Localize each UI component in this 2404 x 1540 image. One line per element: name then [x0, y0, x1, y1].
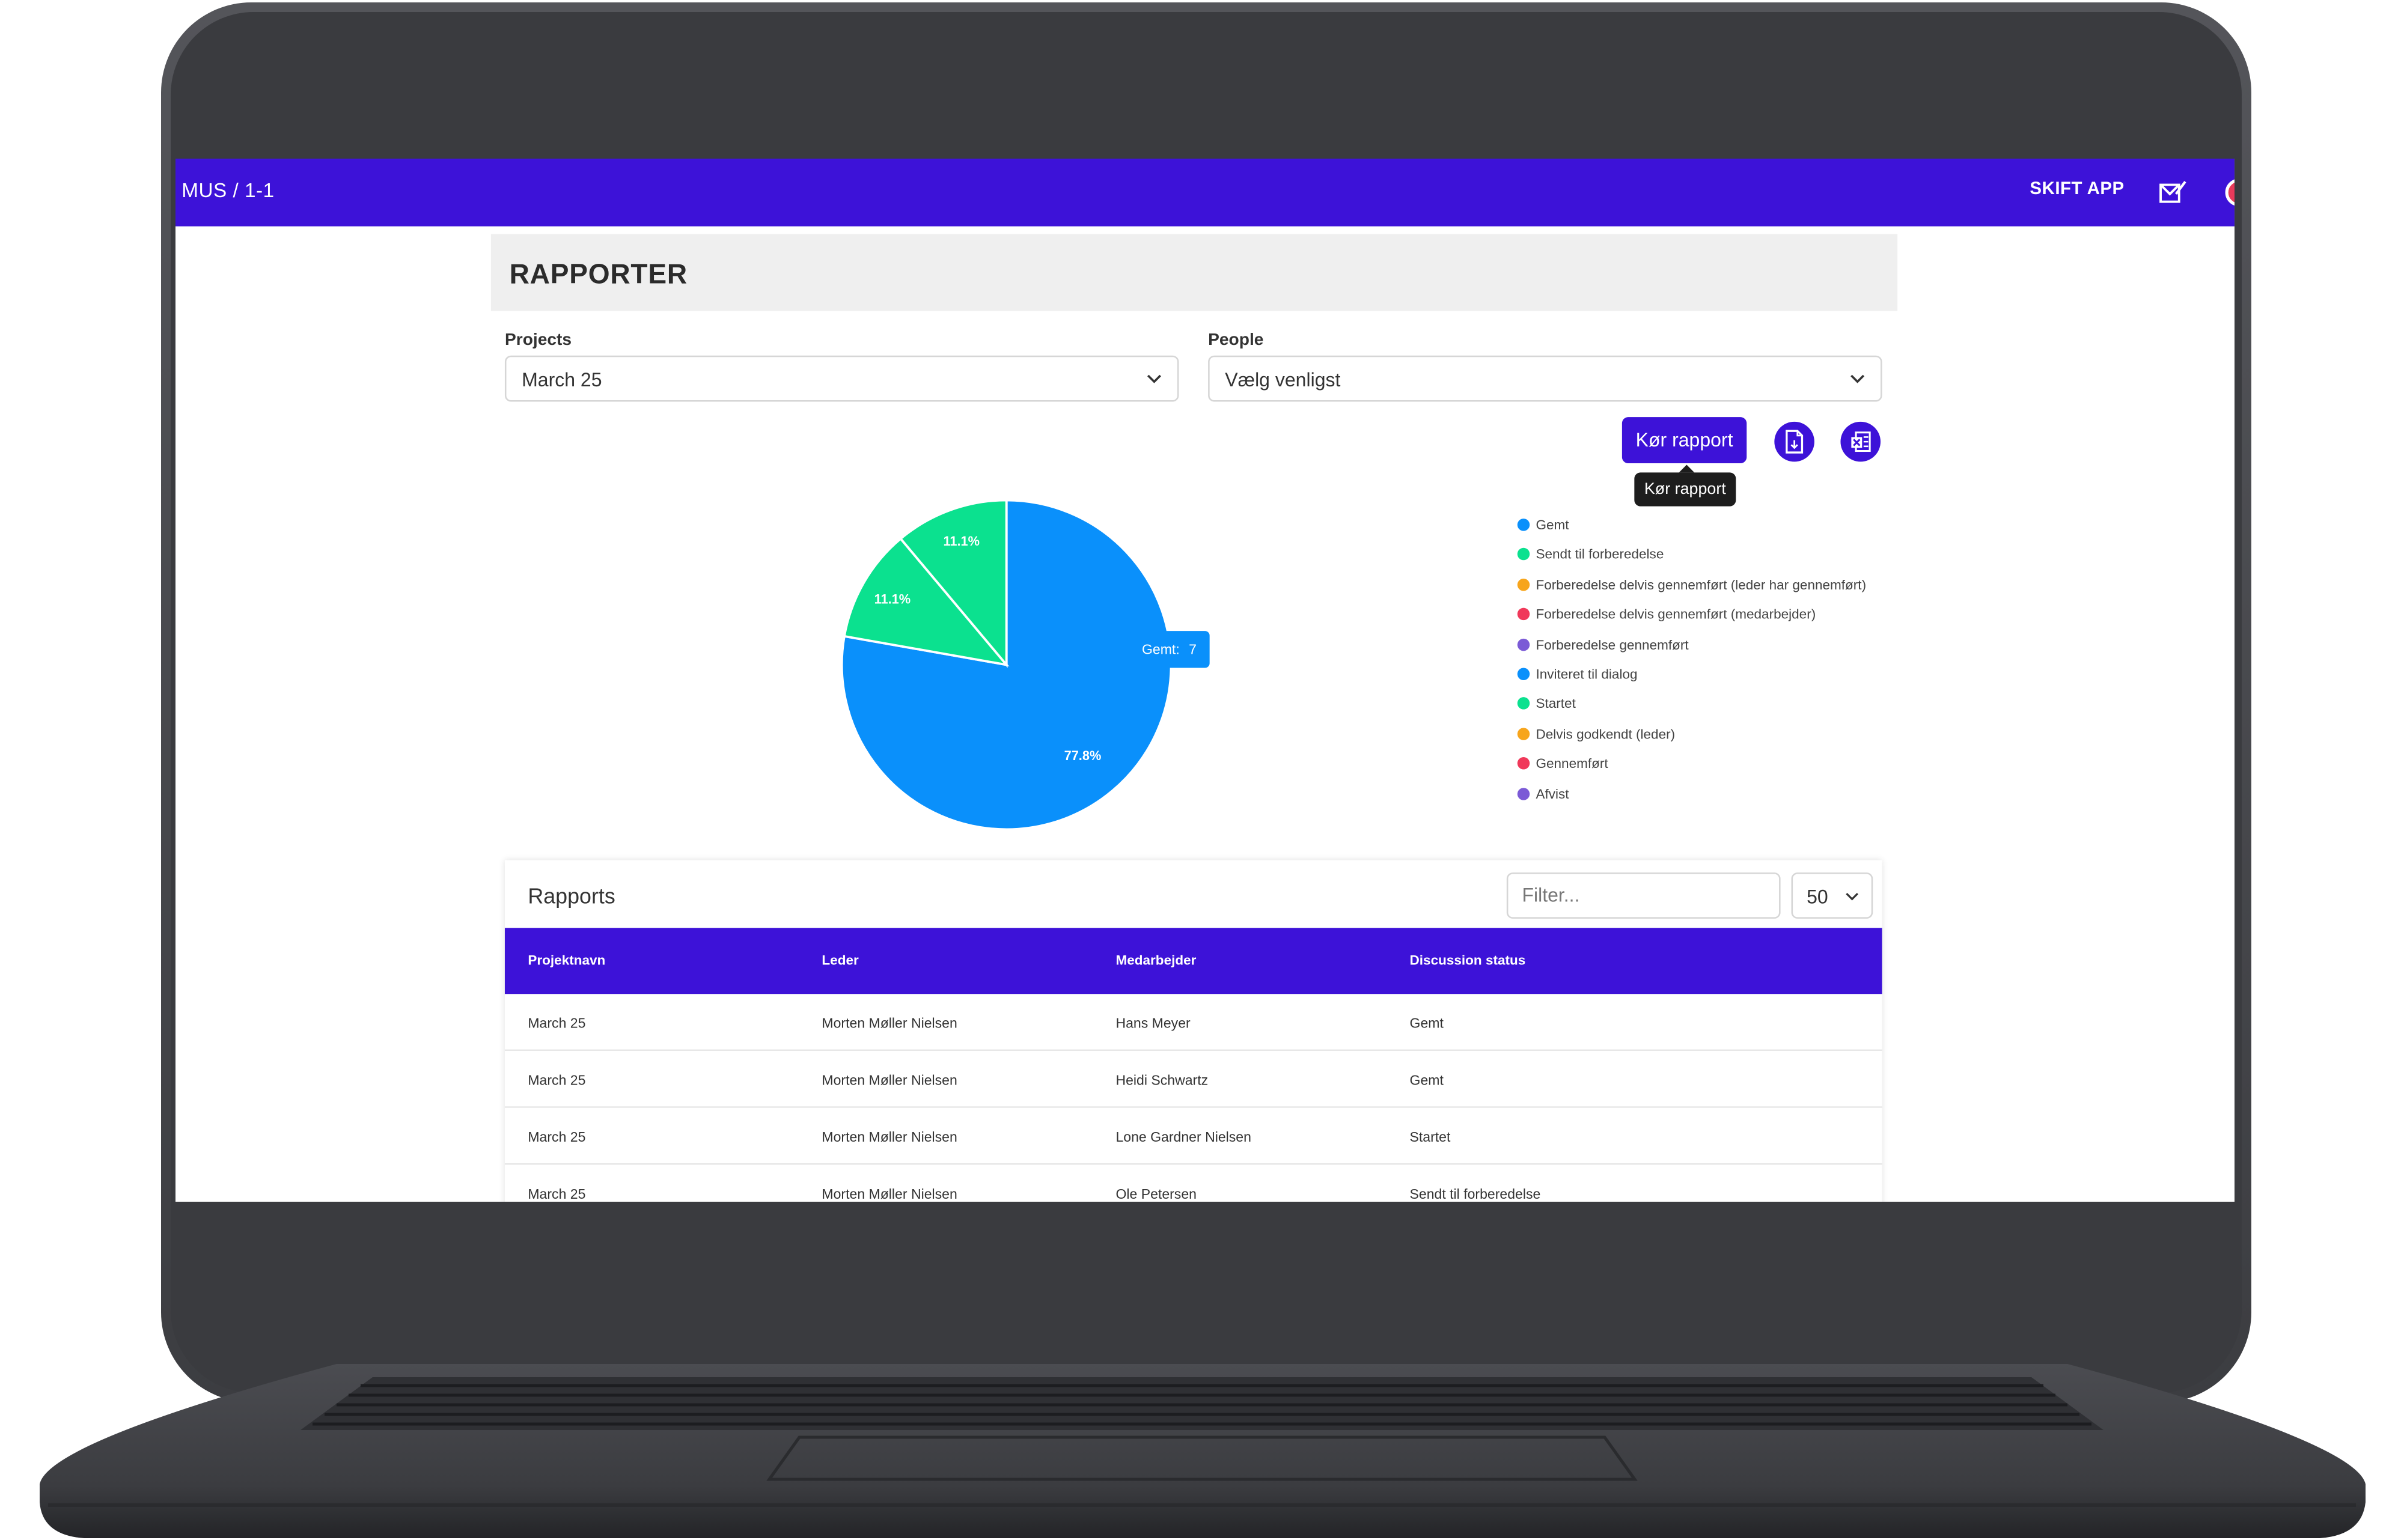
people-select-value: Vælg venligst: [1225, 369, 1341, 391]
chevron-down-icon: [1850, 374, 1865, 383]
pie-slice-label: 11.1%: [943, 534, 979, 549]
projects-select[interactable]: March 25: [504, 355, 1179, 402]
cell-project: March 25: [528, 1186, 586, 1202]
page-title: RAPPORTER: [509, 258, 688, 290]
user-avatar[interactable]: [2225, 178, 2235, 207]
legend-dot-icon: [1517, 698, 1530, 710]
cell-leader: Morten Møller Nielsen: [822, 1129, 957, 1145]
people-label: People: [1208, 330, 1264, 350]
table-row[interactable]: March 25 Morten Møller Nielsen Heidi Sch…: [504, 1051, 1882, 1108]
table-row[interactable]: March 25 Morten Møller Nielsen Hans Meye…: [504, 994, 1882, 1052]
tooltip-arrow: [1679, 464, 1695, 473]
pie-slice-label: 77.8%: [1064, 748, 1102, 763]
projects-label: Projects: [504, 330, 572, 350]
excel-export-button[interactable]: [1840, 421, 1881, 462]
column-header-projektnavn[interactable]: Projektnavn: [528, 952, 606, 968]
pie-chart-tooltip: Gemt: 7: [1129, 631, 1209, 668]
table-row[interactable]: March 25 Morten Møller Nielsen Ole Peter…: [504, 1164, 1882, 1202]
legend-label: Inviteret til dialog: [1536, 666, 1638, 682]
pie-tooltip-label: Gemt:: [1141, 641, 1180, 657]
legend-label: Gennemført: [1536, 755, 1608, 772]
legend-dot-icon: [1517, 757, 1530, 770]
column-header-discussion-status[interactable]: Discussion status: [1409, 952, 1526, 968]
rapports-table-card: Rapports 50 Projektnavn Leder Medarbejde…: [504, 860, 1882, 1202]
projects-select-value: March 25: [522, 369, 602, 391]
cell-employee: Hans Meyer: [1115, 1015, 1191, 1031]
switch-app-button[interactable]: SKIFT APP: [2030, 180, 2125, 199]
people-select[interactable]: Vælg venligst: [1208, 355, 1882, 402]
chevron-down-icon: [1846, 893, 1859, 901]
column-header-leder[interactable]: Leder: [822, 952, 859, 968]
legend-dot-icon: [1517, 548, 1530, 561]
legend-label: Forberedelse delvis gennemført (leder ha…: [1536, 576, 1867, 592]
pie-slice-label: 11.1%: [874, 591, 911, 606]
page-header: RAPPORTER: [490, 234, 1898, 311]
table-title: Rapports: [528, 883, 615, 908]
top-navigation-bar: MUS / 1-1 SKIFT APP: [175, 159, 2235, 227]
table-filter-input[interactable]: [1506, 872, 1781, 919]
pie-slice-1[interactable]: [843, 537, 1010, 667]
cell-leader: Morten Møller Nielsen: [822, 1072, 957, 1088]
cell-leader: Morten Møller Nielsen: [822, 1015, 957, 1031]
cell-status: Gemt: [1409, 1015, 1444, 1031]
cell-project: March 25: [528, 1129, 586, 1145]
legend-dot-icon: [1517, 638, 1530, 651]
cell-employee: Ole Petersen: [1115, 1186, 1197, 1202]
legend-dot-icon: [1517, 608, 1530, 621]
legend-dot-icon: [1517, 578, 1530, 591]
cell-status: Startet: [1409, 1129, 1451, 1145]
pie-tooltip-value: 7: [1189, 641, 1197, 657]
legend-label: Forberedelse delvis gennemført (medarbej…: [1536, 606, 1816, 622]
page-size-value: 50: [1807, 886, 1828, 908]
cell-project: March 25: [528, 1072, 586, 1088]
cell-leader: Morten Møller Nielsen: [822, 1186, 957, 1202]
run-report-button[interactable]: Kør rapport: [1621, 417, 1747, 463]
legend-label: Startet: [1536, 696, 1576, 712]
legend-dot-icon: [1517, 668, 1530, 680]
legend-label: Delvis godkendt (leder): [1536, 726, 1676, 741]
cell-employee: Lone Gardner Nielsen: [1115, 1129, 1251, 1145]
cell-status: Sendt til forberedelse: [1409, 1186, 1541, 1202]
app-breadcrumb[interactable]: MUS / 1-1: [182, 178, 275, 202]
legend-label: Forberedelse gennemført: [1536, 636, 1689, 652]
message-icon[interactable]: [2159, 180, 2186, 205]
pie-slice-2[interactable]: [898, 499, 1008, 668]
legend-label: Afvist: [1536, 785, 1569, 802]
cell-status: Gemt: [1409, 1072, 1444, 1088]
file-export-button[interactable]: [1774, 421, 1814, 462]
legend-dot-icon: [1517, 519, 1530, 531]
cell-employee: Heidi Schwartz: [1115, 1072, 1209, 1088]
cell-project: March 25: [528, 1015, 586, 1031]
chevron-down-icon: [1147, 374, 1161, 383]
table-header: Projektnavn Leder Medarbejder Discussion…: [504, 928, 1882, 994]
file-export-icon: [1786, 430, 1804, 454]
legend-dot-icon: [1517, 787, 1530, 800]
column-header-medarbejder[interactable]: Medarbejder: [1115, 952, 1197, 968]
run-report-tooltip: Kør rapport: [1634, 472, 1736, 507]
legend-dot-icon: [1517, 727, 1530, 740]
table-row[interactable]: March 25 Morten Møller Nielsen Lone Gard…: [504, 1107, 1882, 1165]
laptop-screen: MUS / 1-1 SKIFT APP RAPPORTER Projects M…: [175, 159, 2235, 1202]
app-viewport: MUS / 1-1 SKIFT APP RAPPORTER Projects M…: [175, 159, 2235, 1202]
excel-export-icon: [1851, 431, 1871, 452]
legend-label: Sendt til forberedelse: [1536, 547, 1664, 562]
page-size-select[interactable]: 50: [1791, 872, 1873, 919]
status-pie-chart[interactable]: 77.8% 11.1% 11.1%: [829, 488, 1183, 842]
legend-label: Gemt: [1536, 517, 1569, 533]
